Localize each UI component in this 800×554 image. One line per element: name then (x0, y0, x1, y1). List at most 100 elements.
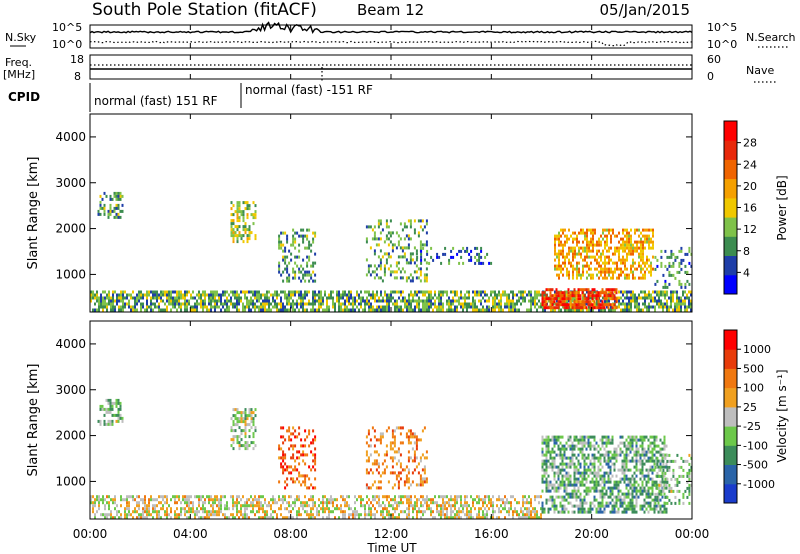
velocity-cell (232, 423, 235, 427)
velocity-cell (595, 447, 598, 451)
power-cell (638, 228, 640, 232)
velocity-cell (128, 507, 130, 511)
velocity-cell (551, 501, 554, 505)
power-cell (282, 279, 285, 283)
power-cell (186, 302, 188, 306)
velocity-cell (236, 441, 239, 445)
power-cell (640, 231, 642, 235)
power-cell (114, 308, 116, 312)
velocity-cell (627, 507, 630, 511)
power-cell (472, 299, 474, 303)
velocity-cell (605, 501, 608, 505)
velocity-cell (448, 498, 450, 502)
power-cell (442, 305, 444, 309)
power-cell (554, 308, 556, 312)
power-cell (644, 264, 646, 268)
power-cell (586, 255, 588, 259)
velocity-cell (232, 504, 234, 508)
velocity-cell (300, 474, 303, 478)
velocity-cell (178, 513, 180, 517)
velocity-cell (615, 486, 618, 490)
power-cell (610, 270, 612, 274)
velocity-cell (419, 456, 422, 460)
velocity-cell (627, 495, 630, 499)
power-cell (320, 302, 322, 306)
velocity-cell (599, 459, 602, 463)
power-cell (656, 279, 659, 283)
velocity-cell (504, 504, 506, 508)
velocity-cell (276, 513, 278, 517)
velocity-cell (545, 438, 548, 442)
velocity-cell (290, 510, 292, 514)
velocity-cell (238, 444, 241, 448)
power-cell (264, 308, 266, 312)
velocity-cell (456, 510, 458, 514)
power-cell (282, 302, 284, 306)
power-cell (117, 212, 120, 216)
power-cell (416, 293, 418, 297)
velocity-cell (202, 504, 204, 508)
velocity-cell (284, 486, 287, 490)
velocity-cell (591, 471, 594, 475)
velocity-cell (408, 495, 410, 499)
velocity-cell (282, 435, 285, 439)
velocity-cell (545, 489, 548, 493)
power-cell (612, 228, 614, 232)
power-cell (306, 273, 309, 277)
power-cell (672, 290, 674, 294)
velocity-cell (236, 504, 238, 508)
power-cell (117, 206, 120, 210)
velocity-cell (619, 504, 622, 508)
velocity-cell (625, 447, 628, 451)
velocity-cell (330, 501, 332, 505)
velocity-cell (186, 516, 188, 520)
power-cell (562, 273, 564, 277)
power-cell (644, 293, 646, 297)
power-cell (400, 308, 402, 312)
velocity-cell (320, 507, 322, 511)
power-cell (184, 302, 186, 306)
power-cell (570, 249, 572, 253)
velocity-cell (112, 516, 114, 520)
power-cell (385, 225, 388, 229)
power-cell (474, 305, 476, 309)
power-cell (288, 273, 291, 277)
velocity-cell (567, 492, 570, 496)
velocity-cell (420, 501, 422, 505)
velocity-cell (617, 480, 620, 484)
power-cell (184, 290, 186, 294)
power-cell (636, 246, 638, 250)
power-cell (174, 299, 176, 303)
velocity-cell (383, 471, 386, 475)
velocity-cell (386, 507, 388, 511)
power-cell (602, 252, 604, 256)
power-cell (416, 305, 418, 309)
power-cell (564, 308, 566, 312)
power-cell (409, 252, 412, 256)
velocity-cell (254, 408, 257, 412)
power-cell (411, 276, 414, 280)
power-cell (574, 308, 576, 312)
velocity-cell (284, 438, 287, 442)
velocity-cell (579, 447, 582, 451)
power-cell (586, 290, 588, 294)
power-cell (588, 308, 590, 312)
velocity-cell (216, 510, 218, 514)
velocity-cell (288, 516, 290, 520)
velocity-cell (364, 507, 366, 511)
power-cell (406, 302, 408, 306)
power-cell (278, 293, 280, 297)
velocity-cell (184, 501, 186, 505)
velocity-cell (280, 462, 283, 466)
power-cell (582, 264, 584, 268)
velocity-cell (623, 498, 626, 502)
power-cell (587, 294, 590, 298)
velocity-cell (94, 516, 96, 520)
velocity-cell (292, 468, 295, 472)
velocity-cell (308, 504, 310, 508)
velocity-cell (99, 419, 102, 423)
power-cell (298, 290, 300, 294)
power-cell (478, 255, 481, 259)
velocity-cell (107, 407, 110, 411)
velocity-cell (633, 459, 636, 463)
